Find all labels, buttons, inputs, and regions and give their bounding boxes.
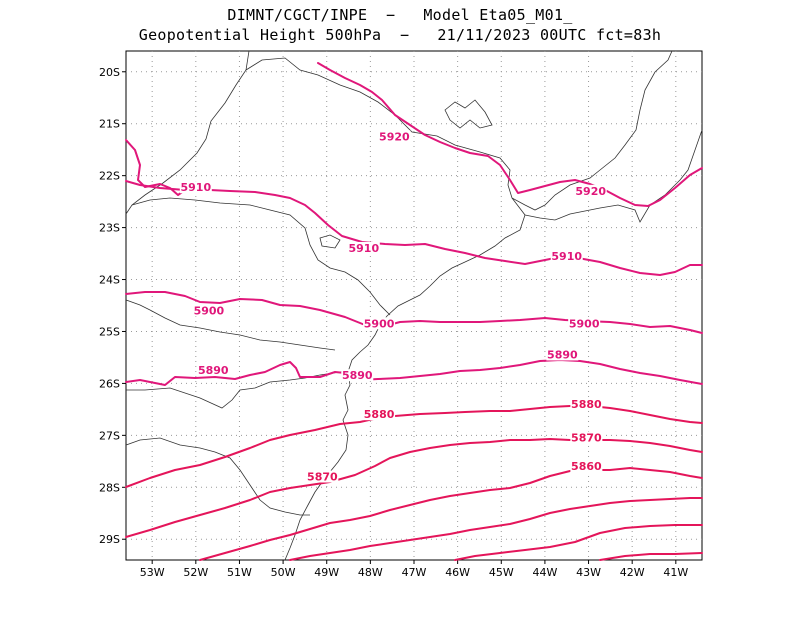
state-border-mg-sp [245,50,673,211]
contour-label-bg [550,249,583,262]
state-border-pr-sc [126,369,351,409]
lon-tick-label: 48W [358,566,383,579]
contour-label-5900: 5900 [194,304,225,317]
contour-5860 [199,467,703,561]
lat-tick-label: 25S [99,325,120,338]
contour-label-bg [378,130,411,143]
lat-lon-grid [122,51,702,564]
contour-label-5890: 5890 [198,364,229,377]
contour-label-5880: 5880 [364,408,395,421]
lon-tick-label: 50W [271,566,296,579]
state-border-sc-rs [125,437,310,516]
contour-label-bg [306,470,339,483]
contour-label-5860: 5860 [571,460,602,473]
contour-label-bg [363,408,396,421]
lat-tick-label: 27S [99,429,120,442]
map-title-line-2: Geopotential Height 500hPa − 21/11/2023 … [138,26,662,44]
contour-5900 [125,291,703,334]
lat-tick-label: 20S [99,66,120,79]
lon-tick-label: 44W [532,566,557,579]
contour-label-bg [341,369,374,382]
lat-tick-label: 26S [99,377,120,390]
contour-label-bg [179,181,212,194]
contour-label-layer: 5920 5920 5910 5910 5910 5900 5900 5900 5890 5890… [179,130,607,483]
lon-tick-label: 49W [314,566,339,579]
lon-tick-label: 52W [183,566,208,579]
lake-feature [444,99,493,129]
contour-label-bg [570,397,603,410]
contour-label-bg [570,431,603,444]
coastline-rj [524,129,703,223]
lat-tick-label: 29S [99,533,120,546]
contour-label-bg [546,348,579,361]
lon-tick-label: 53W [140,566,165,579]
contour-5910 [125,180,703,276]
contour-5840 [454,524,703,561]
contour-label-bg [570,460,603,473]
lon-tick-label: 42W [620,566,645,579]
contour-label-5900: 5900 [569,317,600,330]
contour-label-5870: 5870 [307,470,338,483]
reservoir-feature [319,234,341,249]
contour-label-bg [574,184,607,197]
lat-tick-label: 23S [99,222,120,235]
lat-tick-label: 24S [99,274,120,287]
lon-tick-label: 45W [489,566,514,579]
lon-tick-label: 43W [576,566,601,579]
contour-label-5910: 5910 [551,250,582,263]
lat-tick-label: 28S [99,481,120,494]
lon-tick-label: 41W [663,566,688,579]
contour-5870 [125,438,703,538]
lon-tick-label: 47W [402,566,427,579]
axis-label-layer: 20S 21S 22S 23S 24S 25S 26S 27S 28S 29S 53W 52W 51W 5… [99,66,688,579]
contour-label-5880: 5880 [571,398,602,411]
contour-label-5920: 5920 [379,130,410,143]
contour-label-5910: 5910 [181,181,212,194]
state-border-pr [131,197,391,316]
contour-label-5900: 5900 [364,317,395,330]
lon-tick-label: 46W [445,566,470,579]
lon-tick-label: 51W [227,566,252,579]
contour-5830 [599,552,703,561]
map-title-line-1: DIMNT/CGCT/INPE − Model Eta05_M01_ [227,6,573,24]
contour-label-bg [192,304,225,317]
lat-tick-label: 22S [99,170,120,183]
contour-label-5870: 5870 [571,432,602,445]
lat-tick-label: 21S [99,118,120,131]
contour-5920-west [125,139,186,196]
contour-label-5890: 5890 [547,348,578,361]
contour-5920 [317,62,703,207]
contour-5880 [125,405,703,488]
contour-label-bg [363,317,396,330]
contour-label-bg [197,364,230,377]
contour-label-5910: 5910 [349,242,380,255]
boundaries [125,50,703,561]
coastline [125,50,250,215]
contour-5850 [289,497,703,561]
contour-label-bg [347,241,380,254]
contour-label-5890: 5890 [342,369,373,382]
contour-label-5920: 5920 [575,185,606,198]
contour-label-bg [568,317,601,330]
coastline-sp-rj [284,197,526,561]
argentina-border [125,299,336,351]
